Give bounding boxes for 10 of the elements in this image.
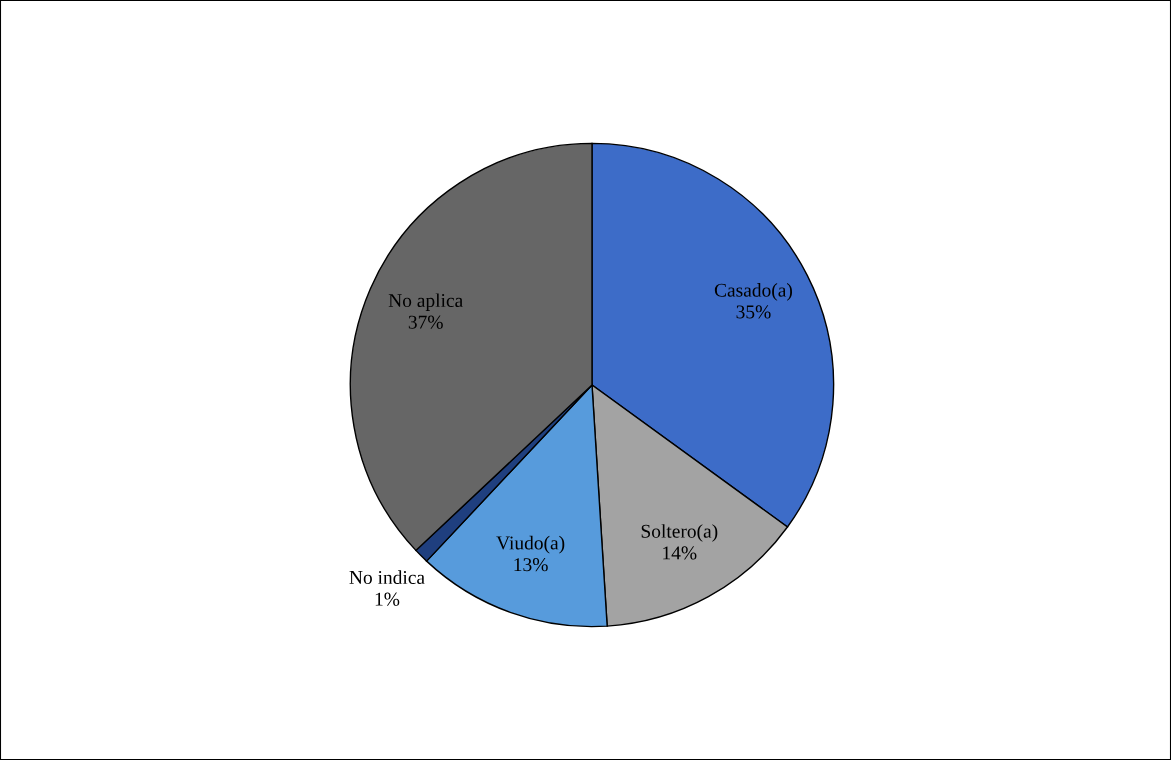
slice-label: No aplica: [388, 293, 463, 312]
data-label: 14%: [663, 546, 697, 560]
data-label: 37%: [408, 315, 443, 329]
slice-label: No indica: [349, 570, 425, 585]
data-label: 35%: [736, 305, 771, 319]
slice-label: Soltero(a): [641, 524, 718, 542]
data-label: 13%: [514, 558, 548, 572]
slice-label: Viudo(a): [496, 535, 565, 554]
data-label: 1%: [375, 592, 400, 606]
slice-label: Casado(a): [714, 283, 793, 301]
